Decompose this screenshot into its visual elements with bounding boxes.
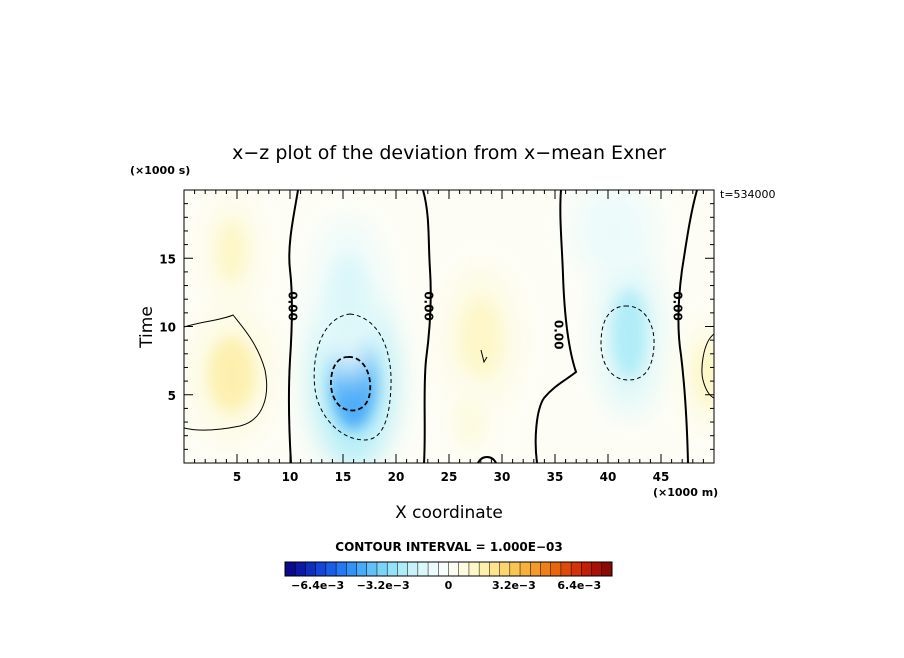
contour-layer	[184, 190, 714, 463]
contour-value-label-3: 0.00	[552, 320, 566, 350]
x-axis-title: X coordinate	[395, 503, 503, 523]
colorbar-swatch	[489, 562, 500, 576]
colorbar-swatch	[479, 562, 490, 576]
colorbar-swatch	[315, 562, 327, 576]
colorbar-tick-label: 0	[445, 579, 453, 592]
colorbar-frame	[284, 561, 613, 577]
contour-interval-label: CONTOUR INTERVAL = 1.000E−03	[335, 540, 562, 554]
field-positive-9	[682, 319, 714, 429]
colorbar-swatch	[571, 562, 582, 576]
zero-contour-2	[422, 190, 432, 463]
colorbar-swatch	[366, 562, 378, 576]
colorbar-swatch	[305, 562, 316, 576]
colorbar-swatch	[376, 562, 388, 576]
colorbar-swatch	[356, 562, 368, 576]
colorbar-swatch	[468, 562, 480, 576]
x-tick-label: 35	[547, 470, 564, 484]
x-tick-label: 10	[282, 470, 299, 484]
field-core	[327, 254, 369, 345]
zero-contour-4	[677, 190, 698, 463]
colorbar-swatch	[448, 562, 460, 576]
contour-labels: 0.00 0.00 0.00 0.00	[286, 291, 685, 349]
colorbar-swatch	[520, 562, 531, 576]
colorbar-swatch	[428, 562, 439, 576]
colorbar-tick-label: −6.4e−3	[291, 579, 344, 592]
contour-value-label-1: 0.00	[286, 291, 300, 321]
positive-contour-1	[184, 314, 268, 431]
colorbar-tick-label: −3.2e−3	[357, 579, 410, 592]
colorbar-swatch	[509, 562, 521, 576]
positive-contour-2	[701, 333, 714, 399]
field-core	[694, 344, 714, 405]
x-tick-label: 20	[388, 470, 405, 484]
contour-value-label-2: 0.00	[421, 291, 435, 321]
time-stamp: t=534000	[720, 188, 776, 201]
negative-contour-1	[313, 313, 392, 441]
colorbar-swatch	[458, 562, 470, 576]
y-tick-label: 5	[168, 389, 176, 403]
colorbar-swatch	[407, 562, 419, 576]
colorbar	[284, 561, 613, 577]
colorbar-tick-label: 3.2e−3	[492, 579, 536, 592]
field-core	[460, 298, 502, 382]
chart-title: x−z plot of the deviation from x−mean Ex…	[232, 142, 666, 164]
zero-contour-5	[477, 456, 497, 463]
positive-contour-3	[480, 349, 488, 364]
colorbar-swatch	[550, 562, 562, 576]
x-axis: 5 10 15 20 25 30 35 40 45	[194, 190, 704, 484]
field-layer	[189, 190, 714, 463]
y-axis: 5 10 15	[159, 203, 714, 450]
field-positive-8	[443, 374, 497, 463]
field-positive-5	[189, 306, 275, 443]
field-core	[217, 221, 247, 282]
colorbar-swatch	[540, 562, 551, 576]
colorbar-swatch	[346, 562, 357, 576]
colorbar-swatch	[285, 562, 296, 576]
colorbar-swatch	[417, 562, 429, 576]
field-positive-6	[205, 196, 259, 307]
y-tick-label: 15	[159, 252, 176, 266]
colorbar-swatch	[387, 562, 398, 576]
colorbar-swatch	[499, 562, 511, 576]
zero-contour-1	[287, 190, 299, 463]
contour-value-label-4: 0.00	[670, 291, 684, 321]
y-tick-label: 10	[159, 321, 176, 335]
zero-contour-3	[534, 190, 578, 463]
y-axis-title: Time	[137, 306, 157, 349]
x-tick-label: 40	[600, 470, 617, 484]
field-core	[208, 336, 256, 412]
colorbar-tick-label: 6.4e−3	[557, 579, 601, 592]
x-tick-label: 5	[233, 470, 241, 484]
field-core	[611, 288, 647, 379]
field-negative-2	[311, 217, 386, 382]
x-tick-label: 15	[335, 470, 352, 484]
colorbar-swatch	[601, 562, 613, 576]
plot-area: 0.00 0.00 0.00 0.00	[184, 190, 714, 463]
field-core	[455, 395, 485, 449]
colorbar-swatch	[581, 562, 592, 576]
x-unit-label: (×1000 m)	[653, 486, 718, 499]
x-tick-label: 45	[653, 470, 670, 484]
colorbar-swatch	[325, 562, 337, 576]
colorbar-swatch	[560, 562, 572, 576]
x-tick-label: 25	[441, 470, 458, 484]
colorbar-swatch	[397, 562, 408, 576]
colorbar-swatch	[530, 562, 541, 576]
colorbar-labels: −6.4e−3 −3.2e−3 0 3.2e−3 6.4e−3	[291, 579, 601, 592]
x-tick-label: 30	[494, 470, 511, 484]
colorbar-swatch	[336, 562, 347, 576]
negative-contour-3	[600, 305, 655, 381]
y-unit-label: (×1000 s)	[130, 164, 190, 177]
colorbar-swatch	[295, 562, 306, 576]
colorbar-swatch	[591, 562, 603, 576]
field-negative-4	[570, 190, 656, 279]
colorbar-swatch	[438, 562, 449, 576]
field-core	[589, 204, 637, 258]
